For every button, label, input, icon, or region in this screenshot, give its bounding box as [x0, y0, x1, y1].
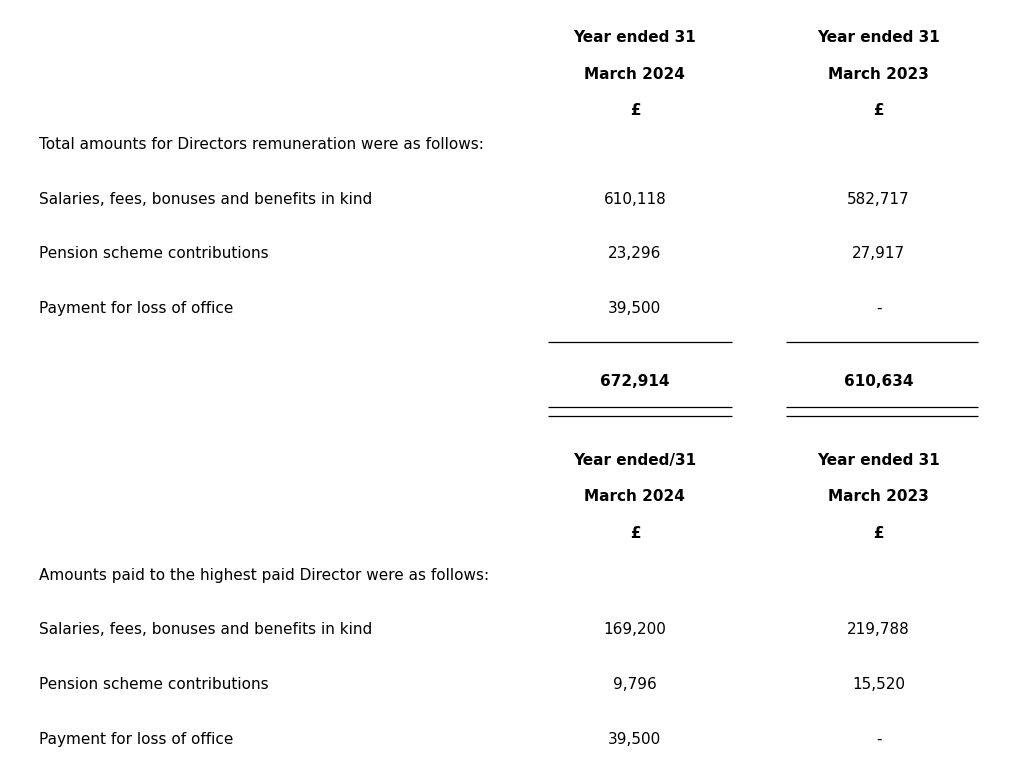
Text: 610,118: 610,118	[603, 192, 667, 207]
Text: -: -	[876, 732, 882, 747]
Text: £: £	[873, 103, 884, 119]
Text: Salaries, fees, bonuses and benefits in kind: Salaries, fees, bonuses and benefits in …	[39, 192, 372, 207]
Text: 15,520: 15,520	[852, 677, 905, 692]
Text: 27,917: 27,917	[852, 246, 905, 261]
Text: 39,500: 39,500	[608, 301, 662, 316]
Text: Payment for loss of office: Payment for loss of office	[39, 732, 233, 747]
Text: March 2023: March 2023	[828, 489, 929, 505]
Text: March 2024: March 2024	[585, 67, 685, 82]
Text: Amounts paid to the highest paid Director were as follows:: Amounts paid to the highest paid Directo…	[39, 568, 489, 583]
Text: March 2024: March 2024	[585, 489, 685, 505]
Text: Total amounts for Directors remuneration were as follows:: Total amounts for Directors remuneration…	[39, 137, 483, 152]
Text: 610,634: 610,634	[844, 374, 913, 389]
Text: March 2023: March 2023	[828, 67, 929, 82]
Text: £: £	[873, 526, 884, 541]
Text: Payment for loss of office: Payment for loss of office	[39, 301, 233, 316]
Text: -: -	[876, 301, 882, 316]
Text: Year ended 31: Year ended 31	[573, 30, 696, 46]
Text: Pension scheme contributions: Pension scheme contributions	[39, 246, 268, 261]
Text: 23,296: 23,296	[608, 246, 662, 261]
Text: £: £	[630, 526, 640, 541]
Text: 169,200: 169,200	[603, 622, 667, 638]
Text: Salaries, fees, bonuses and benefits in kind: Salaries, fees, bonuses and benefits in …	[39, 622, 372, 638]
Text: Year ended 31: Year ended 31	[817, 453, 940, 468]
Text: 39,500: 39,500	[608, 732, 662, 747]
Text: 219,788: 219,788	[847, 622, 910, 638]
Text: 9,796: 9,796	[613, 677, 656, 692]
Text: 672,914: 672,914	[600, 374, 670, 389]
Text: Year ended/31: Year ended/31	[573, 453, 696, 468]
Text: £: £	[630, 103, 640, 119]
Text: Pension scheme contributions: Pension scheme contributions	[39, 677, 268, 692]
Text: Year ended 31: Year ended 31	[817, 30, 940, 46]
Text: 582,717: 582,717	[847, 192, 910, 207]
